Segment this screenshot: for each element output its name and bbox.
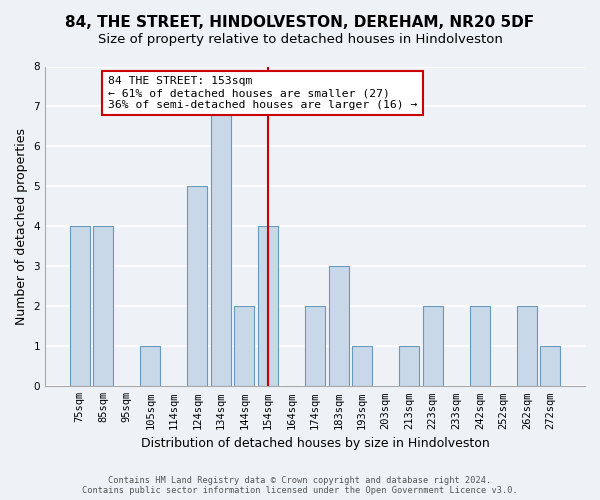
Text: 84 THE STREET: 153sqm
← 61% of detached houses are smaller (27)
36% of semi-deta: 84 THE STREET: 153sqm ← 61% of detached … [108,76,417,110]
Bar [423,306,443,386]
Bar [399,346,419,387]
Bar [235,306,254,386]
Bar [93,226,113,386]
Text: Size of property relative to detached houses in Hindolveston: Size of property relative to detached ho… [98,32,502,46]
Bar [140,346,160,387]
Bar [517,306,537,386]
Bar [329,266,349,386]
Bar [305,306,325,386]
Bar [352,346,372,387]
Bar [470,306,490,386]
Bar [258,226,278,386]
Text: Contains HM Land Registry data © Crown copyright and database right 2024.
Contai: Contains HM Land Registry data © Crown c… [82,476,518,495]
Y-axis label: Number of detached properties: Number of detached properties [15,128,28,325]
Bar [187,186,208,386]
Bar [541,346,560,387]
Bar [211,106,231,386]
X-axis label: Distribution of detached houses by size in Hindolveston: Distribution of detached houses by size … [140,437,490,450]
Bar [70,226,89,386]
Text: 84, THE STREET, HINDOLVESTON, DEREHAM, NR20 5DF: 84, THE STREET, HINDOLVESTON, DEREHAM, N… [65,15,535,30]
